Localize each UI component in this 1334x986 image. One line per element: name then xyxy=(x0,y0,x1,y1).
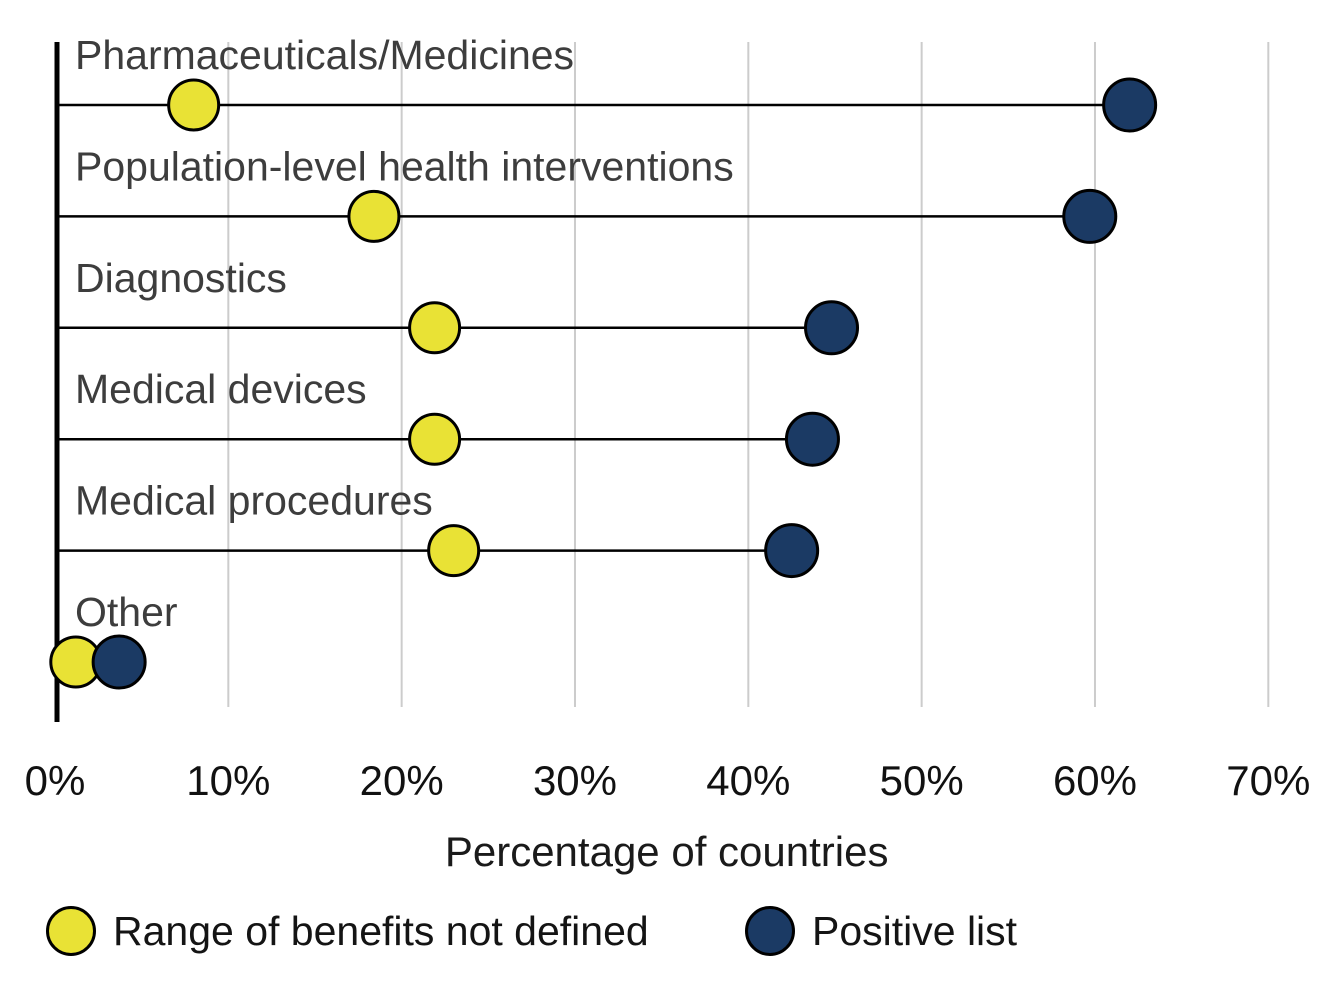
x-tick-label: 20% xyxy=(360,757,444,804)
category-label: Pharmaceuticals/Medicines xyxy=(75,32,574,78)
legend-label: Range of benefits not defined xyxy=(113,907,649,954)
x-tick-label: 30% xyxy=(533,757,617,804)
category-label: Medical devices xyxy=(75,366,367,412)
dot-positive-list xyxy=(91,634,147,690)
legend-label: Positive list xyxy=(812,907,1018,954)
x-tick-label: 60% xyxy=(1053,757,1137,804)
category-label: Medical procedures xyxy=(75,478,433,524)
dot-range-not-defined xyxy=(347,189,401,243)
chart-plot-area: Pharmaceuticals/Medicines Population-leve… xyxy=(25,32,1311,875)
x-tick-label: 50% xyxy=(880,757,964,804)
category-label: Other xyxy=(75,589,178,635)
dot-range-not-defined xyxy=(408,412,462,466)
x-tick-label: 10% xyxy=(186,757,270,804)
category-label: Diagnostics xyxy=(75,255,287,301)
dot-range-not-defined xyxy=(427,524,481,578)
x-tick-label: 0% xyxy=(25,757,86,804)
dot-range-not-defined xyxy=(408,301,462,355)
legend-item-range-not-defined: Range of benefits not defined xyxy=(46,903,649,959)
dot-range-not-defined xyxy=(167,78,221,132)
x-tick-label: 40% xyxy=(706,757,790,804)
dot-positive-list xyxy=(804,300,860,356)
legend-swatch-navy-circle xyxy=(745,906,795,956)
legend-swatch-yellow-circle xyxy=(46,906,96,956)
category-label: Population-level health interventions xyxy=(75,143,734,189)
x-axis-label: Percentage of countries xyxy=(445,828,889,875)
x-tick-label: 70% xyxy=(1226,757,1310,804)
dot-positive-list xyxy=(1102,77,1158,133)
dot-positive-list xyxy=(764,523,820,579)
legend-item-positive-list: Positive list xyxy=(745,903,1017,959)
dot-positive-list xyxy=(784,411,840,467)
dot-positive-list xyxy=(1062,188,1118,244)
